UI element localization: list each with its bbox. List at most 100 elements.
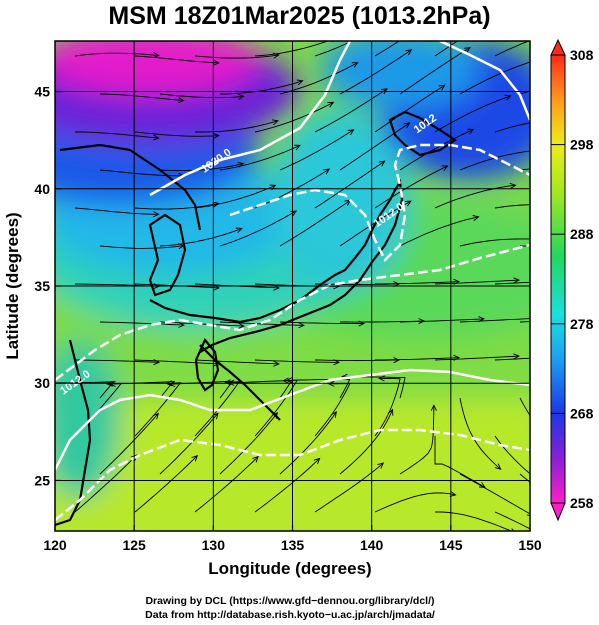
streamline-arrow [472, 215, 480, 221]
streamline-arrow [327, 101, 335, 108]
streamline [314, 41, 354, 57]
streamline [399, 216, 479, 247]
x-tick-label: 150 [518, 537, 542, 553]
streamline-arrow [313, 457, 321, 465]
streamline-arrow [106, 380, 113, 387]
streamline [494, 204, 530, 209]
streamline [74, 52, 159, 57]
streamline [434, 95, 511, 133]
streamline [194, 184, 276, 209]
streamline [159, 163, 244, 172]
colorbar-tick-label: 298 [570, 137, 594, 153]
streamline [279, 62, 358, 95]
streamline [314, 462, 384, 513]
streamline [314, 160, 385, 209]
y-tick-label: 25 [34, 472, 50, 488]
coastlines [55, 110, 457, 527]
streamline [434, 355, 519, 361]
colorbar-bottom-arrow [550, 502, 566, 522]
streamline [134, 55, 219, 64]
streamline-arrow [293, 144, 301, 151]
streamline [219, 321, 304, 326]
streamline [194, 54, 279, 59]
streamline-arrow [405, 49, 413, 56]
streamline-arrow [380, 88, 388, 95]
streamline-arrow [464, 47, 471, 53]
streamline [159, 413, 219, 475]
streamline-arrow [467, 128, 475, 135]
streamline [159, 93, 244, 99]
streamline-arrow [191, 454, 199, 462]
y-tick-label: 35 [34, 278, 50, 294]
streamline [374, 281, 460, 285]
streamline [219, 144, 301, 171]
streamline [279, 321, 364, 324]
streamline [194, 359, 279, 365]
streamline [374, 84, 446, 133]
colorbar-tick-label: 288 [570, 226, 594, 242]
streamline [134, 202, 219, 210]
streamline-arrow [511, 528, 515, 531]
temperature-field [55, 41, 530, 531]
streamline-arrow [378, 375, 385, 382]
streamline-arrow [168, 381, 176, 388]
streamline [74, 207, 159, 215]
chart-title: MSM 18Z01Mar2025 (1013.2hPa) [108, 2, 491, 30]
streamline [195, 120, 279, 133]
streamline-arrow [213, 59, 220, 66]
credit-drawing: Drawing by DCL (https://www.gfd−dennou.o… [145, 595, 435, 607]
streamline [399, 47, 471, 95]
streamline [494, 511, 530, 530]
streamline [494, 41, 530, 57]
streamline-arrow [327, 380, 335, 387]
streamline [399, 405, 435, 475]
streamline-arrow [377, 462, 385, 469]
streamline [374, 41, 400, 57]
streamline-arrow [504, 94, 512, 101]
streamline-arrow [441, 165, 449, 171]
streamline [74, 454, 138, 513]
credit-data: Data from http://database.rish.kyoto−u.a… [145, 609, 435, 621]
streamline-arrow [323, 168, 331, 175]
streamline [219, 80, 303, 95]
streamline [374, 492, 456, 513]
streamline-arrow [330, 411, 337, 418]
streamline-arrow [438, 84, 446, 91]
streamline-arrow [238, 93, 245, 100]
streamline [99, 321, 184, 326]
streamline-arrow [238, 322, 245, 329]
streamline-arrow [298, 322, 305, 329]
streamline [459, 150, 530, 171]
colorbar-top-arrow [550, 38, 566, 56]
x-axis-label: Longitude (degrees) [208, 559, 371, 578]
streamline [434, 184, 516, 209]
streamline-arrow [252, 455, 259, 463]
colorbar-tick-label: 258 [570, 495, 594, 511]
streamline-arrow [513, 277, 520, 284]
x-axis: 120 125 130 135 140 145 150 [43, 525, 542, 553]
streamline [374, 165, 448, 209]
streamline [459, 61, 530, 95]
streamline [254, 101, 334, 133]
streamline [99, 169, 184, 177]
streamline-arrow [403, 122, 411, 129]
streamline [494, 435, 530, 475]
streamline [254, 458, 320, 513]
streamline [159, 228, 242, 247]
streamline [134, 131, 219, 137]
streamline-arrow [130, 454, 138, 461]
streamline-arrow [347, 129, 355, 136]
streamline-arrow [378, 160, 386, 167]
streamline [339, 49, 412, 95]
streamline [434, 41, 459, 57]
y-axis-label: Latitude (degrees) [3, 212, 22, 359]
x-tick-label: 135 [281, 537, 305, 553]
streamline [194, 456, 259, 513]
streamline-arrow [212, 412, 219, 420]
streamline-arrow [573, 354, 579, 359]
streamline-arrow [153, 211, 160, 218]
colorbar-tick-label: 268 [570, 405, 594, 421]
streamline [435, 511, 513, 531]
streamline-arrow [404, 200, 412, 207]
streamline-arrow [449, 490, 457, 497]
